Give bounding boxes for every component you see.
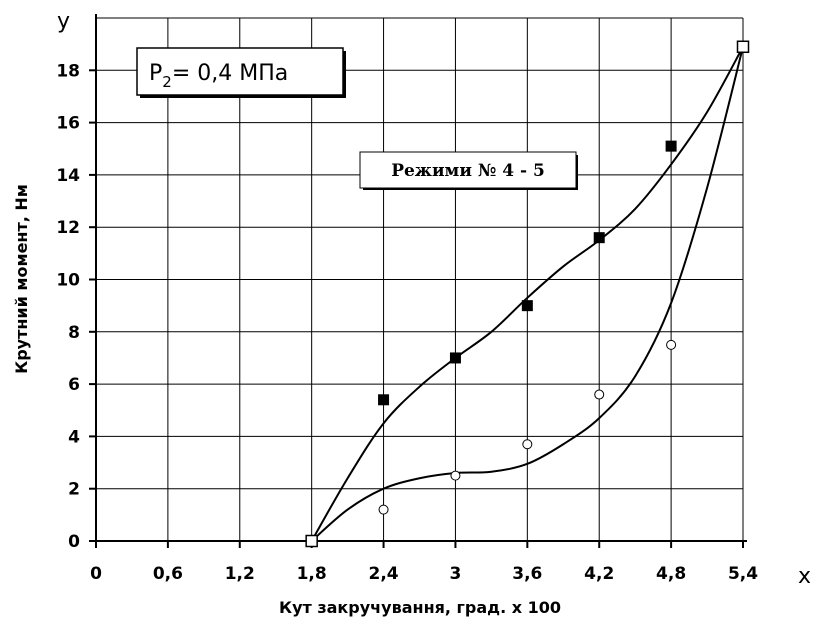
open-circle-marker	[522, 439, 533, 450]
y-tick-label: 2	[68, 480, 80, 500]
fit-curve-open-circle	[311, 46, 744, 542]
pressure-box-shadow	[343, 51, 346, 98]
open-square-marker	[736, 40, 750, 54]
fit-curves	[310, 46, 744, 542]
mode-box	[359, 151, 577, 189]
open-circle-marker	[450, 470, 461, 481]
y-tick-label: 8	[68, 323, 80, 343]
y-tick-label: 16	[56, 114, 80, 134]
filled-square-marker	[593, 232, 605, 244]
filled-square-marker	[378, 394, 390, 406]
open-circle-marker	[378, 504, 389, 515]
y-tick-label: 12	[56, 218, 80, 238]
y-axis-letter: у	[57, 9, 70, 34]
y-tick-label: 0	[68, 532, 80, 552]
mode-annotation: Режими № 4 - 5	[359, 151, 578, 190]
x-tick-label: 0	[90, 564, 102, 584]
open-circle-marker	[666, 339, 677, 350]
x-tick-label: 4,8	[656, 564, 686, 584]
pressure-value: = 0,4 МПа	[172, 61, 288, 86]
pressure-subscript: 2	[162, 73, 172, 91]
pressure-symbol: P	[149, 61, 162, 86]
tick-labels: 0 0,6 1,2 1,8 2,4 3 3,6 4,2 4,8 5,4 0 2 4 6 8 10 12 14 16 1…	[56, 61, 758, 584]
y-tick-label: 14	[56, 166, 80, 186]
y-tick-label: 6	[68, 375, 80, 395]
filled-square-marker	[521, 300, 533, 312]
data-markers	[305, 40, 750, 548]
x-tick-label: 1,2	[225, 564, 255, 584]
y-tick-label: 4	[68, 427, 80, 447]
pressure-box	[136, 47, 344, 96]
pressure-box-shadow	[140, 95, 346, 98]
y-axis-title: Крутний момент, Нм	[12, 184, 31, 374]
open-square-marker	[305, 534, 318, 548]
mode-box-shadow	[363, 188, 578, 190]
pressure-label: P2= 0,4 МПа	[149, 61, 288, 91]
open-circle-marker	[594, 389, 605, 400]
x-tick-label: 3,6	[512, 564, 542, 584]
y-tick-label: 10	[56, 271, 80, 291]
filled-square-marker	[665, 140, 677, 152]
mode-label: Режими № 4 - 5	[391, 161, 545, 181]
x-axis-title: Кут закручування, град. х 100	[279, 598, 561, 617]
mode-box-shadow	[576, 155, 578, 190]
x-tick-label: 4,2	[584, 564, 614, 584]
x-tick-label: 1,8	[297, 564, 327, 584]
x-tick-label: 5,4	[728, 564, 758, 584]
filled-square-marker	[449, 352, 461, 364]
x-tick-label: 2,4	[368, 564, 398, 584]
x-axis-letter: х	[798, 564, 811, 589]
y-tick-label: 18	[56, 61, 80, 81]
grid	[96, 17, 744, 541]
x-tick-label: 3	[450, 564, 462, 584]
x-tick-label: 0,6	[153, 564, 183, 584]
fit-curve-filled-square	[310, 46, 744, 542]
pressure-annotation: P2= 0,4 МПа	[136, 47, 346, 98]
